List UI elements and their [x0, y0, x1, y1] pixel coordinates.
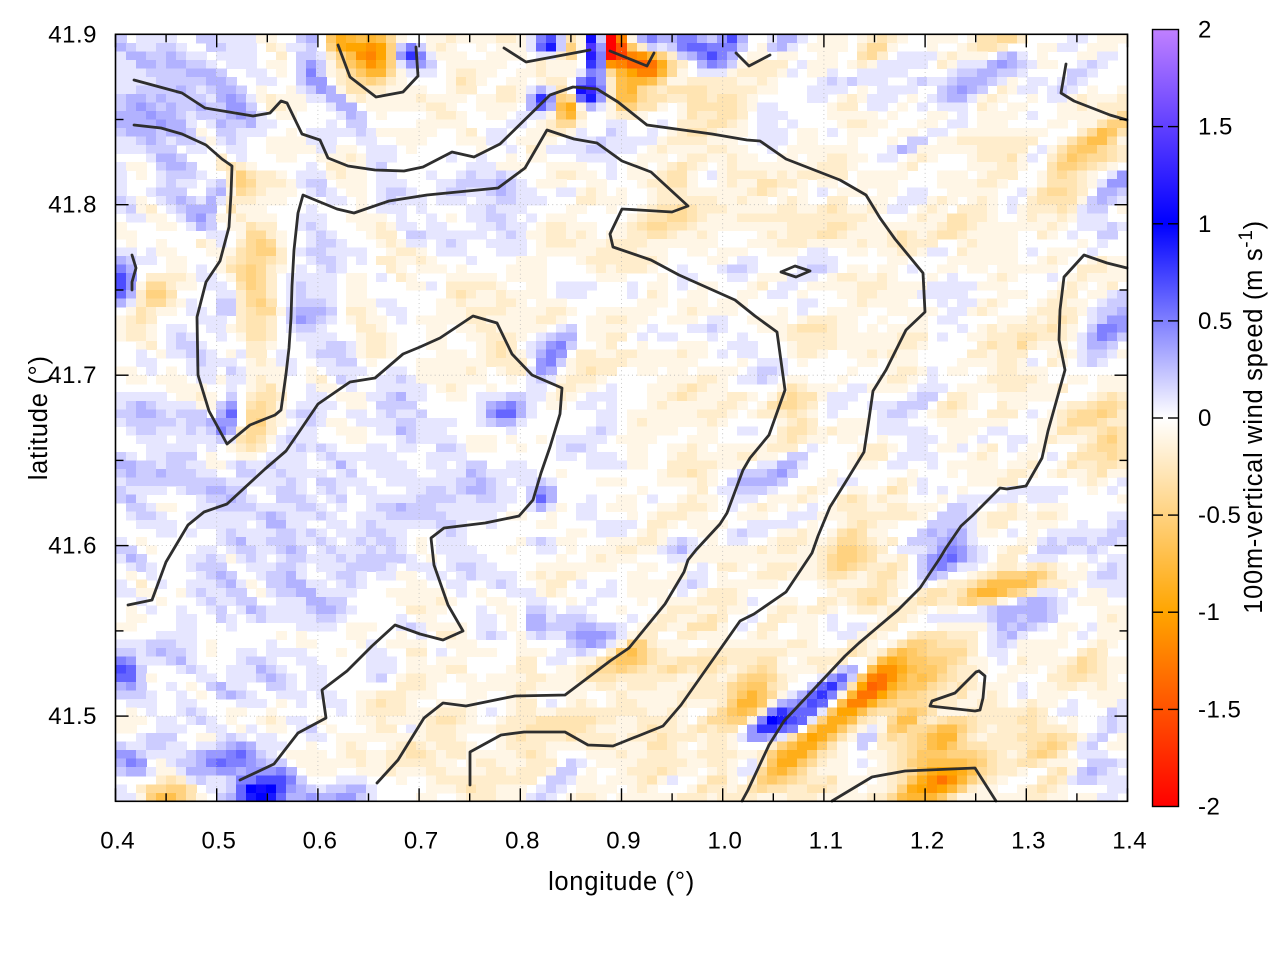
- svg-text:1.2: 1.2: [910, 828, 945, 855]
- svg-text:1.0: 1.0: [707, 828, 742, 855]
- svg-text:100m-vertical wind speed (m s-: 100m-vertical wind speed (m s-1): [1236, 220, 1268, 614]
- svg-text:0.7: 0.7: [404, 828, 439, 855]
- svg-text:1.3: 1.3: [1011, 828, 1046, 855]
- svg-text:1.4: 1.4: [1112, 828, 1147, 855]
- svg-text:-0.5: -0.5: [1198, 502, 1241, 529]
- svg-text:-2: -2: [1198, 794, 1220, 821]
- svg-text:1.5: 1.5: [1198, 114, 1233, 141]
- svg-text:0.5: 0.5: [1198, 308, 1233, 335]
- svg-text:0.4: 0.4: [100, 828, 135, 855]
- svg-text:41.9: 41.9: [48, 21, 97, 48]
- svg-text:1.1: 1.1: [809, 828, 844, 855]
- svg-text:0.5: 0.5: [201, 828, 236, 855]
- svg-text:0.6: 0.6: [303, 828, 338, 855]
- svg-text:-1.5: -1.5: [1198, 696, 1241, 723]
- svg-text:41.7: 41.7: [48, 362, 97, 389]
- svg-text:longitude (°): longitude (°): [548, 868, 695, 896]
- svg-text:41.8: 41.8: [48, 192, 97, 219]
- svg-text:0.8: 0.8: [505, 828, 540, 855]
- svg-text:2: 2: [1198, 17, 1212, 44]
- svg-text:41.6: 41.6: [48, 533, 97, 560]
- svg-text:-1: -1: [1198, 599, 1220, 626]
- svg-text:0.9: 0.9: [606, 828, 641, 855]
- svg-text:latitude (°): latitude (°): [25, 355, 53, 480]
- svg-text:41.5: 41.5: [48, 703, 97, 730]
- svg-text:1: 1: [1198, 211, 1212, 238]
- svg-text:0: 0: [1198, 405, 1212, 432]
